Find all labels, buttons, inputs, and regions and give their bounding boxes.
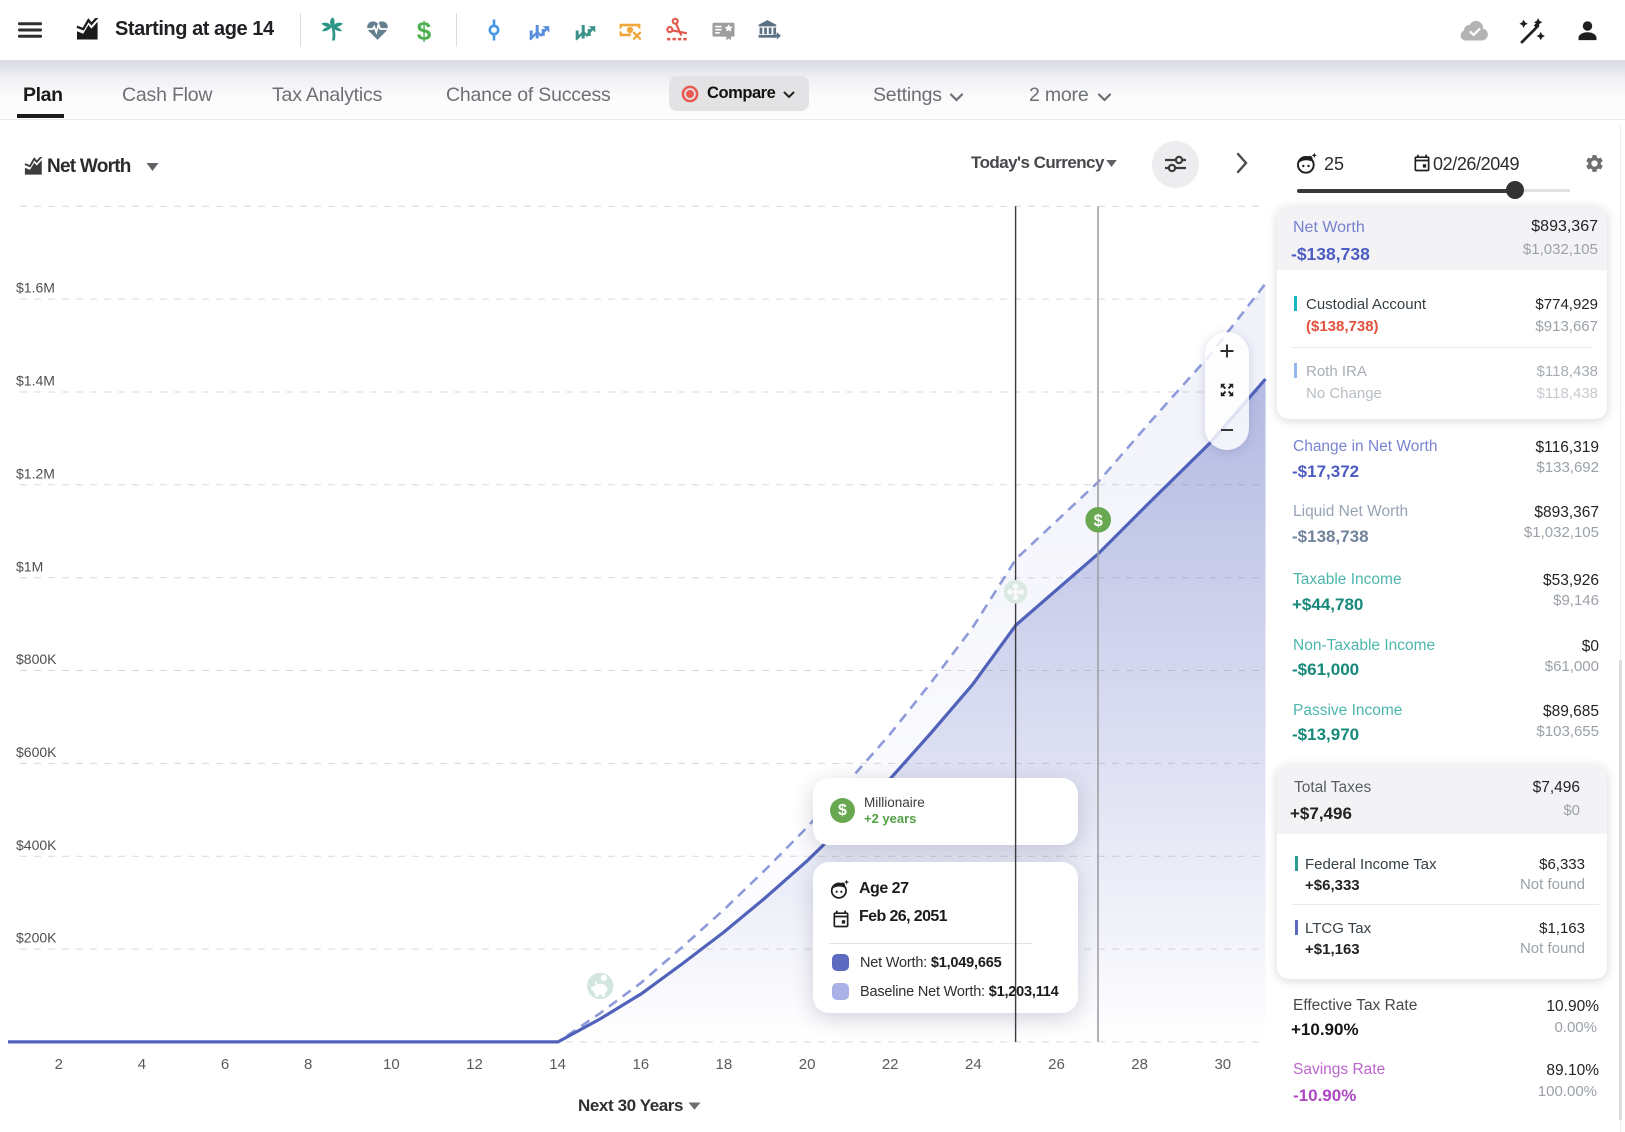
svg-text:24: 24 <box>965 1056 982 1073</box>
svg-text:18: 18 <box>716 1056 733 1073</box>
svg-text:$1.4M: $1.4M <box>16 373 55 389</box>
svg-text:8: 8 <box>304 1056 312 1073</box>
svg-text:$1.2M: $1.2M <box>16 465 55 481</box>
svg-text:6: 6 <box>221 1056 229 1073</box>
svg-text:$200K: $200K <box>16 930 57 946</box>
svg-text:20: 20 <box>799 1056 816 1073</box>
svg-text:Next 30 Years: Next 30 Years <box>578 1096 683 1115</box>
svg-text:$600K: $600K <box>16 744 57 760</box>
svg-text:26: 26 <box>1048 1056 1065 1073</box>
svg-text:$800K: $800K <box>16 651 57 667</box>
svg-text:30: 30 <box>1214 1056 1231 1073</box>
svg-text:28: 28 <box>1131 1056 1148 1073</box>
svg-text:10: 10 <box>383 1056 400 1073</box>
svg-text:$1.6M: $1.6M <box>16 280 55 296</box>
svg-text:16: 16 <box>632 1056 649 1073</box>
svg-text:4: 4 <box>138 1056 146 1073</box>
svg-text:$400K: $400K <box>16 837 57 853</box>
svg-text:12: 12 <box>466 1056 483 1073</box>
svg-text:14: 14 <box>549 1056 566 1073</box>
svg-text:$1M: $1M <box>16 558 43 574</box>
svg-text:2: 2 <box>55 1056 63 1073</box>
svg-text:22: 22 <box>882 1056 899 1073</box>
